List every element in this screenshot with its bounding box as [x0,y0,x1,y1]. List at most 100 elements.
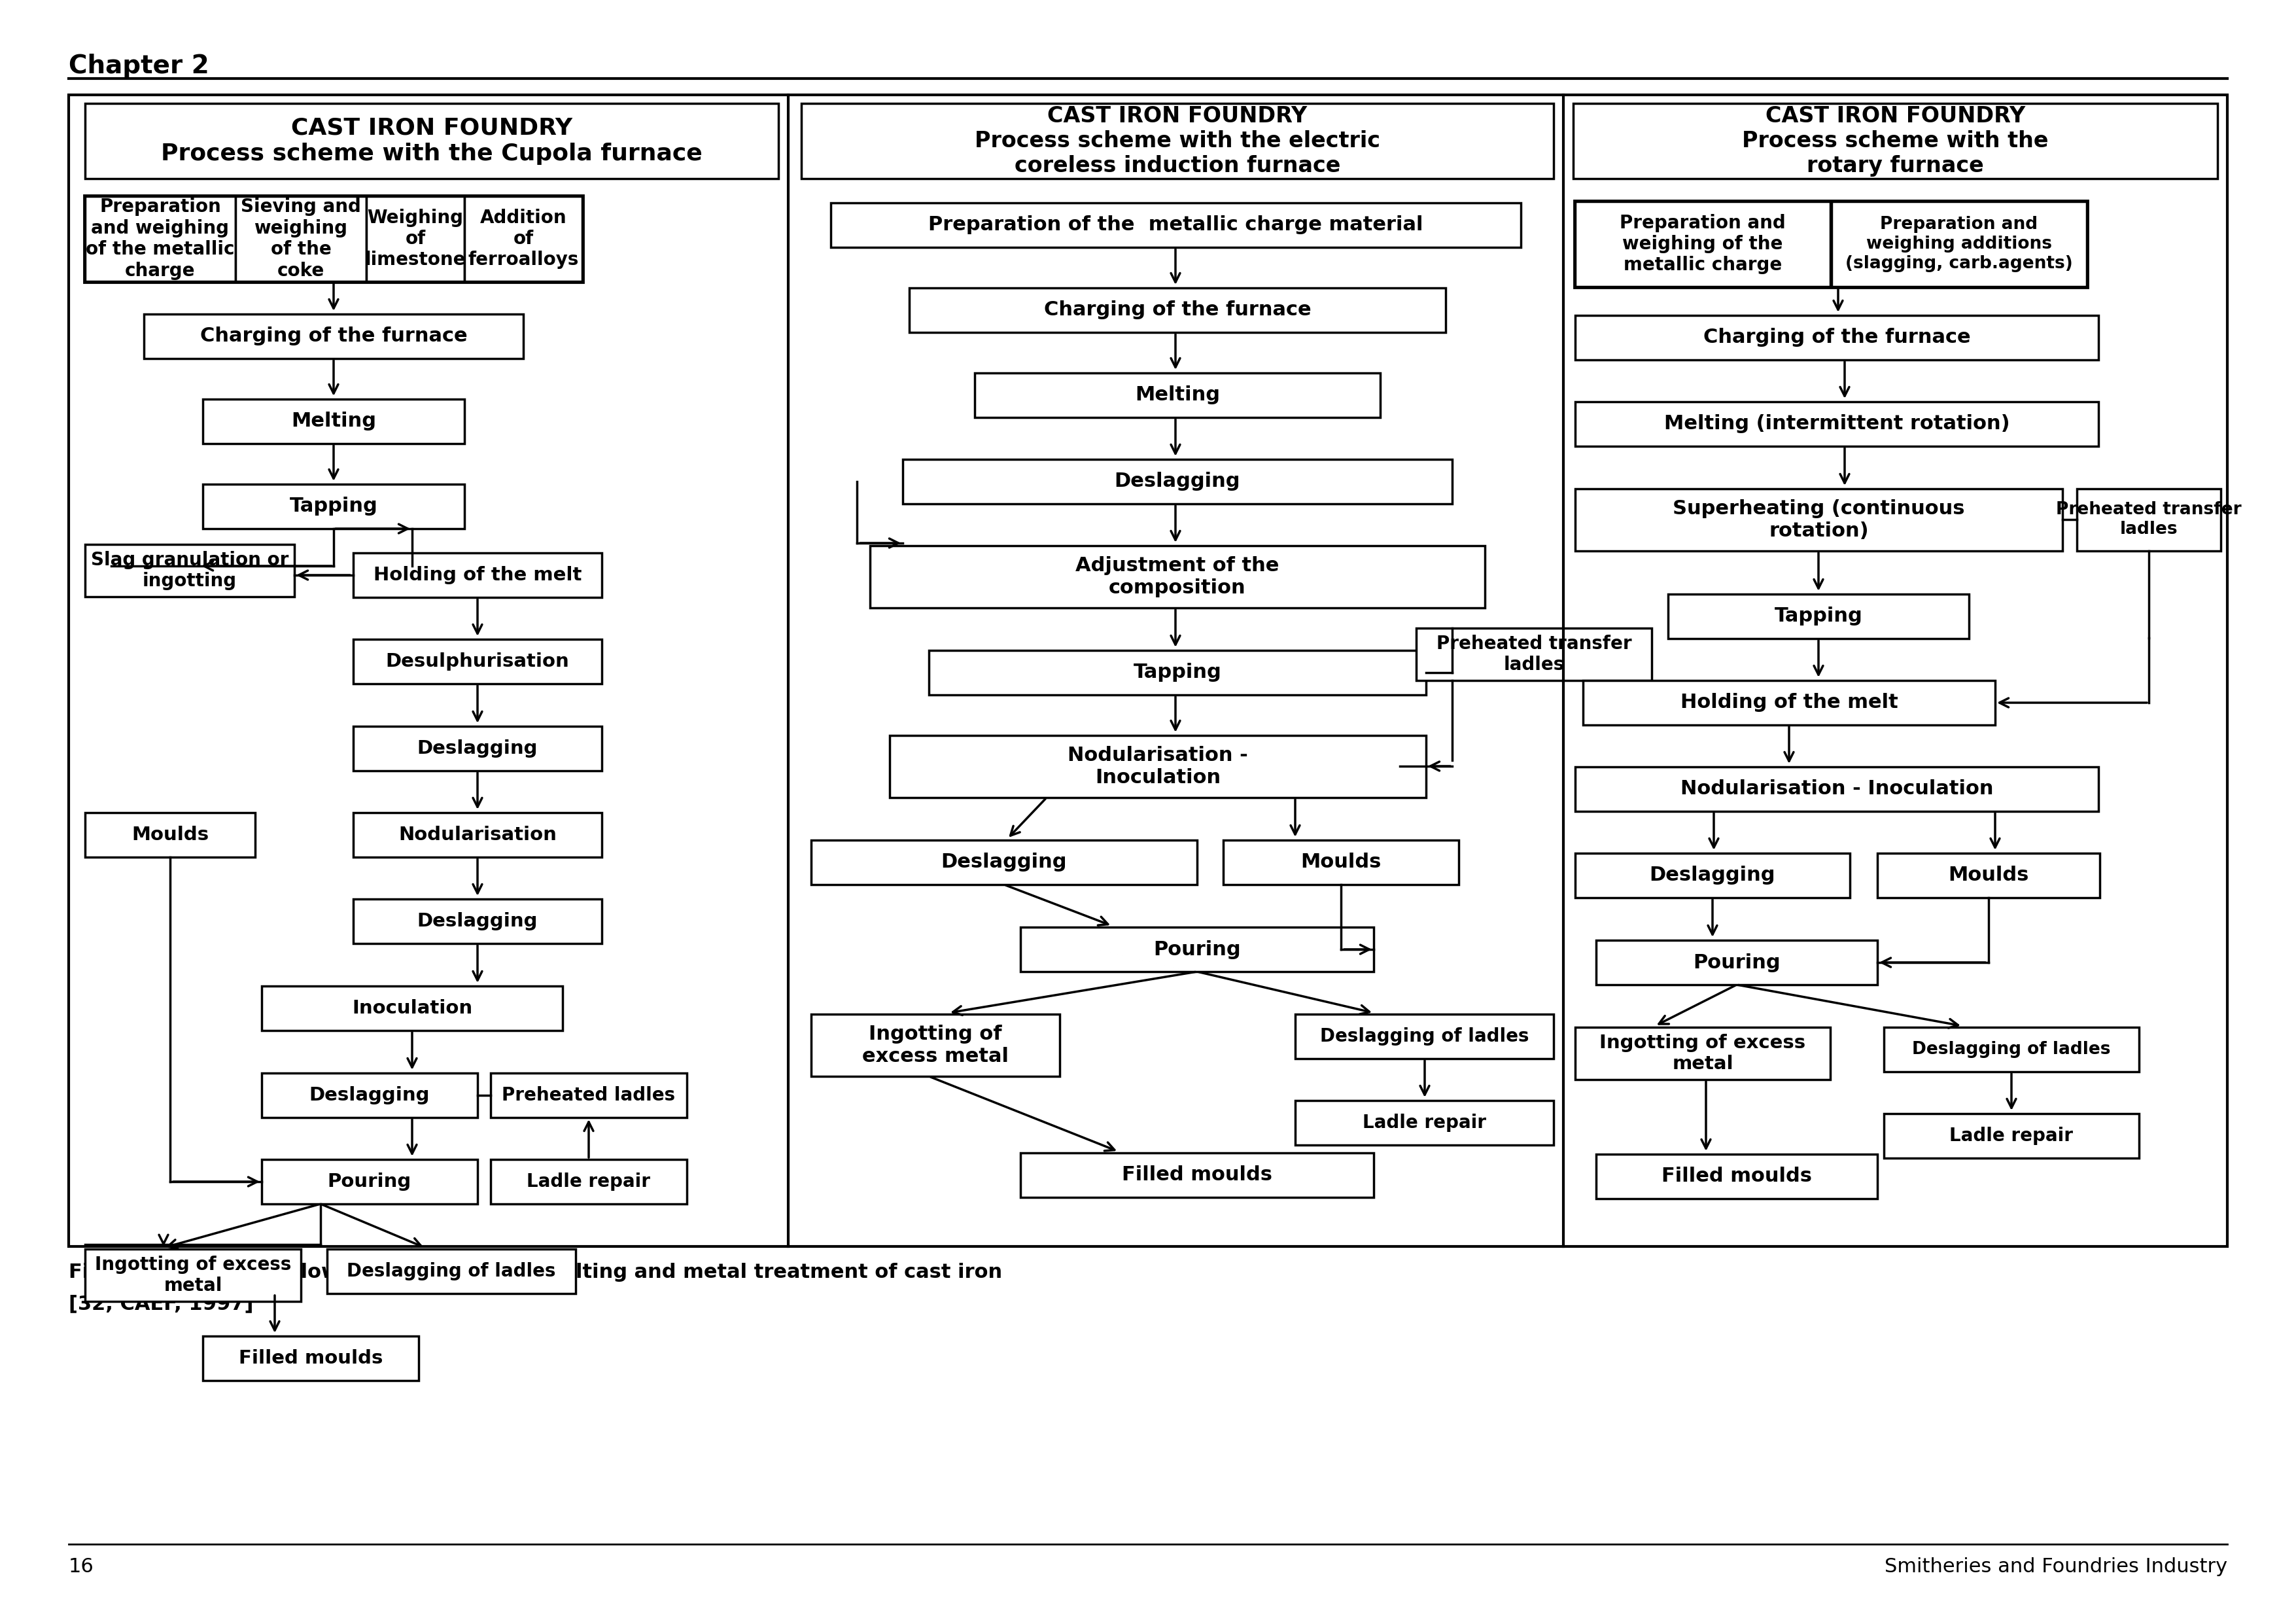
FancyBboxPatch shape [870,545,1486,608]
FancyBboxPatch shape [262,1074,478,1118]
FancyBboxPatch shape [85,813,255,856]
FancyBboxPatch shape [1019,1153,1373,1197]
Text: Moulds: Moulds [131,826,209,843]
Text: Filled moulds: Filled moulds [1662,1166,1812,1186]
FancyBboxPatch shape [1573,104,2218,178]
Text: Preheated transfer
ladles: Preheated transfer ladles [2055,501,2241,539]
FancyBboxPatch shape [889,735,1426,798]
FancyBboxPatch shape [326,1249,576,1293]
FancyBboxPatch shape [1417,628,1651,681]
Text: Ingotting of
excess metal: Ingotting of excess metal [861,1025,1008,1066]
FancyBboxPatch shape [1575,767,2099,811]
FancyBboxPatch shape [1019,928,1373,972]
FancyBboxPatch shape [1575,315,2099,360]
FancyBboxPatch shape [1596,941,1878,985]
Text: Slag granulation or
ingotting: Slag granulation or ingotting [92,551,289,590]
Text: Charging of the furnace: Charging of the furnace [200,326,468,345]
Text: Preparation and
weighing of the
metallic charge: Preparation and weighing of the metallic… [1619,214,1786,274]
FancyBboxPatch shape [202,485,464,529]
FancyBboxPatch shape [801,104,1554,178]
Text: CAST IRON FOUNDRY
Process scheme with the Cupola furnace: CAST IRON FOUNDRY Process scheme with th… [161,117,703,165]
Text: Preheated transfer
ladles: Preheated transfer ladles [1437,634,1632,675]
Text: Desulphurisation: Desulphurisation [386,652,569,670]
FancyBboxPatch shape [85,196,236,281]
FancyBboxPatch shape [69,94,2227,1246]
FancyBboxPatch shape [236,196,367,281]
FancyBboxPatch shape [202,1337,418,1380]
Text: Melting: Melting [292,412,377,431]
Text: Preparation
and weighing
of the metallic
charge: Preparation and weighing of the metallic… [85,198,234,279]
Text: Deslagging: Deslagging [1114,472,1240,491]
Text: Deslagging of ladles: Deslagging of ladles [1913,1041,2110,1058]
Text: Charging of the furnace: Charging of the furnace [1704,328,1970,347]
Text: Tapping: Tapping [289,496,377,516]
FancyBboxPatch shape [1582,681,1995,725]
FancyBboxPatch shape [831,203,1520,247]
Text: Nodularisation: Nodularisation [400,826,556,843]
Text: Moulds: Moulds [1300,853,1382,873]
FancyBboxPatch shape [1575,402,2099,446]
Text: Deslagging: Deslagging [310,1087,429,1105]
FancyBboxPatch shape [2078,488,2220,551]
Text: Ingotting of excess
metal: Ingotting of excess metal [94,1255,292,1294]
FancyBboxPatch shape [1885,1027,2140,1072]
Text: Sieving and
weighing
of the
coke: Sieving and weighing of the coke [241,198,360,279]
FancyBboxPatch shape [85,104,778,178]
FancyBboxPatch shape [202,399,464,443]
Text: Deslagging: Deslagging [1649,866,1775,886]
Text: Holding of the melt: Holding of the melt [1681,693,1899,712]
Text: Deslagging of ladles: Deslagging of ladles [347,1262,556,1280]
Text: CAST IRON FOUNDRY
Process scheme with the electric
coreless induction furnace: CAST IRON FOUNDRY Process scheme with th… [976,105,1380,177]
FancyBboxPatch shape [1596,1155,1878,1199]
Text: Figure 2.2: Process flow diagrams for the melting and metal treatment of cast ir: Figure 2.2: Process flow diagrams for th… [69,1264,1003,1281]
FancyBboxPatch shape [1575,853,1851,897]
Text: Nodularisation - Inoculation: Nodularisation - Inoculation [1681,780,1993,798]
Text: Deslagging: Deslagging [418,740,537,757]
FancyBboxPatch shape [1667,594,1970,639]
Text: Tapping: Tapping [1134,663,1221,683]
Text: 16: 16 [69,1557,94,1577]
Text: Chapter 2: Chapter 2 [69,54,209,78]
Text: Tapping: Tapping [1775,607,1862,626]
FancyBboxPatch shape [367,196,464,281]
Text: Ladle repair: Ladle repair [526,1173,650,1191]
FancyBboxPatch shape [85,545,294,597]
FancyBboxPatch shape [1885,1114,2140,1158]
Text: Holding of the melt: Holding of the melt [374,566,581,584]
Text: Addition
of
ferroalloys: Addition of ferroalloys [468,209,579,269]
Text: Ladle repair: Ladle repair [1949,1127,2073,1145]
Text: Deslagging of ladles: Deslagging of ladles [1320,1027,1529,1046]
FancyBboxPatch shape [902,459,1451,504]
Text: Ladle repair: Ladle repair [1362,1114,1486,1132]
FancyBboxPatch shape [1295,1100,1554,1145]
FancyBboxPatch shape [354,899,602,944]
FancyBboxPatch shape [354,639,602,684]
Text: Ingotting of excess
metal: Ingotting of excess metal [1600,1033,1805,1074]
FancyBboxPatch shape [491,1160,687,1204]
FancyBboxPatch shape [810,1014,1061,1077]
FancyBboxPatch shape [354,553,602,597]
Text: Smitheries and Foundries Industry: Smitheries and Foundries Industry [1885,1557,2227,1577]
Text: Melting (intermittent rotation): Melting (intermittent rotation) [1665,415,2009,433]
Text: Preparation of the  metallic charge material: Preparation of the metallic charge mater… [928,216,1424,235]
FancyBboxPatch shape [354,727,602,770]
Text: Moulds: Moulds [1949,866,2030,886]
Text: Pouring: Pouring [1692,954,1779,972]
FancyBboxPatch shape [976,373,1380,417]
FancyBboxPatch shape [354,813,602,856]
Text: Superheating (continuous
rotation): Superheating (continuous rotation) [1674,500,1965,540]
Text: Adjustment of the
composition: Adjustment of the composition [1075,556,1279,597]
FancyBboxPatch shape [1832,201,2087,287]
FancyBboxPatch shape [1878,853,2101,897]
Text: Nodularisation -
Inoculation: Nodularisation - Inoculation [1068,746,1249,787]
FancyBboxPatch shape [1575,488,2062,551]
FancyBboxPatch shape [909,287,1446,333]
Text: Melting: Melting [1134,386,1219,404]
Text: Deslagging: Deslagging [418,912,537,931]
Text: Preparation and
weighing additions
(slagging, carb.agents): Preparation and weighing additions (slag… [1846,216,2073,272]
FancyBboxPatch shape [1575,201,1830,287]
Text: Deslagging: Deslagging [941,853,1068,873]
FancyBboxPatch shape [1575,1027,1830,1080]
FancyBboxPatch shape [1224,840,1458,884]
Text: Charging of the furnace: Charging of the furnace [1045,300,1311,320]
